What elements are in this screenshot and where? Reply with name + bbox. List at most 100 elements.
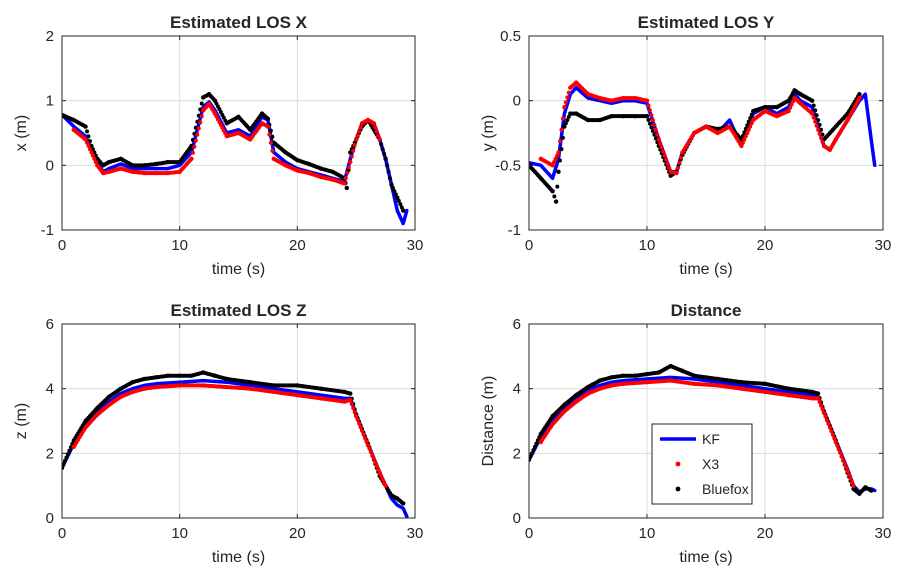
y-tick-label: 0.5 [500, 28, 521, 45]
data-point-interp-bluefox [811, 103, 816, 108]
data-point-interp-bluefox [819, 127, 824, 132]
data-point-x3 [83, 137, 88, 142]
data-point-bluefox [344, 185, 349, 191]
data-point-interp-bluefox [560, 135, 565, 140]
data-point-interp-x3 [826, 421, 831, 426]
data-point-interp-x3 [380, 477, 385, 482]
data-point-interp-x3 [86, 143, 91, 148]
data-point-interp-bluefox [534, 441, 539, 446]
data-point-interp-bluefox [566, 114, 571, 119]
data-point-interp-x3 [357, 421, 362, 426]
data-point-bluefox [395, 195, 400, 200]
chart-title: Distance [671, 301, 742, 320]
data-point-interp-x3 [650, 118, 655, 123]
data-point-interp-x3 [555, 153, 560, 158]
data-point-interp-x3 [788, 105, 793, 110]
data-point-x3 [550, 163, 555, 168]
data-point-x3 [833, 439, 838, 445]
data-point-interp-x3 [371, 456, 376, 461]
data-point-interp-bluefox [647, 121, 652, 126]
data-point-interp-bluefox [390, 185, 395, 190]
data-point-interp-bluefox [531, 448, 536, 453]
data-point-interp-x3 [813, 119, 818, 124]
data-point-interp-bluefox [268, 128, 273, 133]
data-point-interp-bluefox [565, 118, 570, 123]
data-point-interp-x3 [195, 132, 200, 137]
data-point-interp-bluefox [813, 108, 818, 113]
data-point-x3 [556, 150, 561, 155]
data-point-interp-x3 [346, 165, 351, 170]
data-point-x3 [377, 470, 382, 475]
data-point-interp-x3 [268, 140, 273, 145]
data-point-interp-x3 [647, 108, 652, 113]
data-point-x3 [644, 98, 650, 103]
y-tick-label: 1 [46, 93, 54, 110]
data-point-interp-x3 [749, 121, 754, 126]
data-point-x3 [383, 483, 388, 488]
data-point-interp-x3 [357, 129, 362, 134]
series-x3 [71, 383, 388, 488]
data-point-interp-x3 [839, 454, 844, 459]
data-point-interp-x3 [658, 141, 663, 146]
data-point-interp-bluefox [92, 150, 97, 155]
x-axis-label: time (s) [212, 261, 265, 278]
legend-swatch-x3 [675, 461, 681, 467]
data-point-interp-bluefox [399, 205, 404, 210]
data-point-interp-x3 [93, 160, 98, 165]
data-point-interp-bluefox [646, 117, 651, 122]
x-tick-label: 0 [58, 237, 66, 254]
data-point-interp-x3 [662, 153, 667, 158]
x-tick-label: 30 [875, 237, 892, 254]
data-point-interp-x3 [343, 176, 348, 181]
data-point-interp-x3 [351, 148, 356, 153]
data-point-x3 [786, 108, 791, 114]
plot-data [62, 370, 409, 518]
data-point-bluefox [89, 143, 94, 149]
data-point-interp-x3 [376, 467, 381, 472]
data-point-interp-x3 [664, 157, 669, 162]
data-point-interp-x3 [351, 406, 356, 411]
data-point-interp-x3 [92, 156, 97, 161]
plot-data [62, 92, 409, 226]
data-point-interp-x3 [559, 127, 564, 132]
data-point-interp-bluefox [529, 454, 533, 459]
data-point-interp-x3 [87, 147, 92, 152]
y-tick-label: 4 [46, 381, 54, 398]
data-point-interp-x3 [745, 131, 750, 135]
axes-box [61, 323, 416, 519]
data-point-interp-bluefox [649, 125, 654, 130]
plot-data [529, 363, 877, 496]
data-point-interp-bluefox [398, 202, 403, 207]
data-point-interp-x3 [557, 139, 562, 144]
data-point-interp-x3 [196, 126, 201, 131]
data-point-bluefox [869, 488, 874, 493]
data-point-interp-x3 [646, 103, 651, 108]
data-point-interp-x3 [352, 143, 357, 148]
data-point-interp-x3 [830, 432, 835, 437]
data-point-interp-x3 [814, 123, 819, 128]
x-tick-label: 0 [525, 237, 533, 254]
data-point-interp-bluefox [555, 184, 560, 189]
data-point-interp-x3 [823, 414, 828, 419]
y-axis-label: y (m) [480, 115, 497, 151]
plot-area [529, 36, 883, 230]
data-point-x3 [342, 181, 347, 186]
y-tick-label: 6 [46, 316, 54, 333]
data-point-interp-x3 [748, 124, 753, 129]
data-point-interp-bluefox [387, 176, 392, 181]
data-point-interp-x3 [192, 144, 197, 149]
x-tick-label: 10 [639, 525, 656, 542]
data-point-x3 [815, 396, 821, 401]
data-point-x3 [674, 170, 679, 176]
data-point-interp-bluefox [559, 147, 564, 152]
data-point-interp-x3 [819, 135, 824, 140]
data-point-interp-bluefox [65, 452, 70, 457]
y-axis-label: x (m) [13, 115, 30, 151]
data-point-interp-x3 [742, 137, 747, 142]
data-point-interp-bluefox [392, 189, 397, 194]
data-point-interp-bluefox [814, 113, 819, 118]
series-x3 [538, 378, 856, 488]
data-point-interp-x3 [842, 461, 847, 466]
data-point-interp-bluefox [382, 152, 387, 157]
data-point-interp-x3 [379, 473, 384, 478]
